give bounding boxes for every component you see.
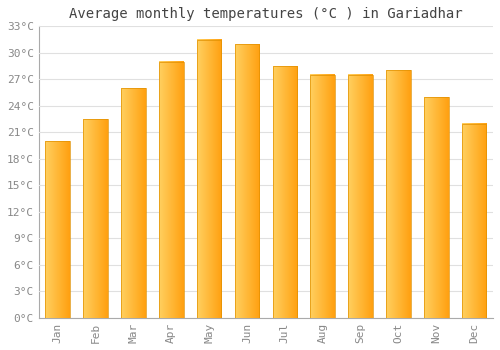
Bar <box>159 62 184 318</box>
Bar <box>234 44 260 318</box>
Bar <box>386 70 410 318</box>
Bar <box>424 97 448 318</box>
Bar <box>348 75 373 318</box>
Bar <box>197 40 222 318</box>
Bar <box>462 124 486 318</box>
Bar <box>272 66 297 318</box>
Bar <box>84 119 108 318</box>
Bar <box>46 141 70 318</box>
Title: Average monthly temperatures (°C ) in Gariadhar: Average monthly temperatures (°C ) in Ga… <box>69 7 462 21</box>
Bar <box>310 75 335 318</box>
Bar <box>121 88 146 318</box>
